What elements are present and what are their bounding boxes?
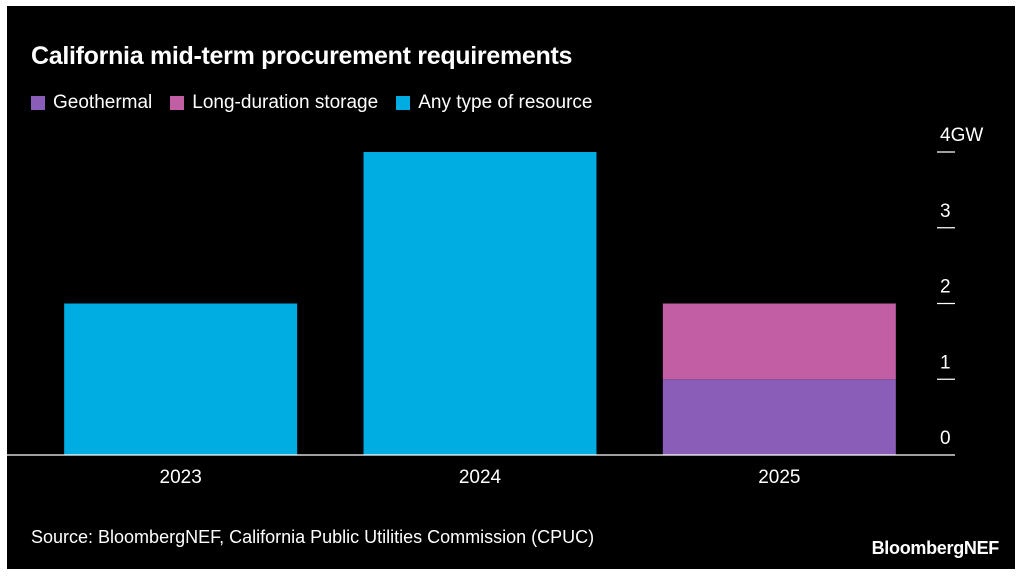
legend-swatch	[170, 96, 185, 110]
y-tick-label: 2	[940, 277, 951, 298]
y-tick-label: 3	[940, 201, 951, 222]
legend: Geothermal Long-duration storage Any type …	[31, 92, 610, 114]
legend-label: Long-duration storage	[192, 92, 379, 113]
y-tick-label: 4GW	[940, 125, 983, 146]
chart-title: California mid-term procurement requirem…	[31, 42, 573, 70]
legend-swatch	[31, 96, 45, 110]
bar-segment	[64, 303, 298, 455]
x-tick-label: 2025	[758, 467, 800, 488]
bar-segment	[662, 303, 896, 380]
brand-logo: BloombergNEF	[871, 538, 1000, 558]
bar-segment	[662, 379, 896, 455]
legend-item: Any type of resource	[396, 92, 592, 114]
legend-swatch	[396, 96, 411, 110]
chart-panel: 2023 2024 2025 0 1 2 3 4GW California mid-term …	[7, 6, 1015, 569]
y-tick-label: 1	[940, 352, 951, 373]
source-note: Source: BloombergNEF, California Public …	[31, 527, 595, 547]
legend-label: Any type of resource	[418, 92, 593, 113]
x-tick-label: 2024	[459, 467, 502, 488]
x-tick-label: 2023	[160, 467, 202, 488]
bar-segment	[363, 152, 597, 455]
y-tick-label: 0	[940, 428, 951, 449]
legend-item: Geothermal	[31, 92, 152, 114]
plot-area: 2023 2024 2025 0 1 2 3 4GW	[7, 125, 983, 488]
legend-item: Long-duration storage	[170, 92, 378, 114]
legend-label: Geothermal	[53, 92, 153, 113]
